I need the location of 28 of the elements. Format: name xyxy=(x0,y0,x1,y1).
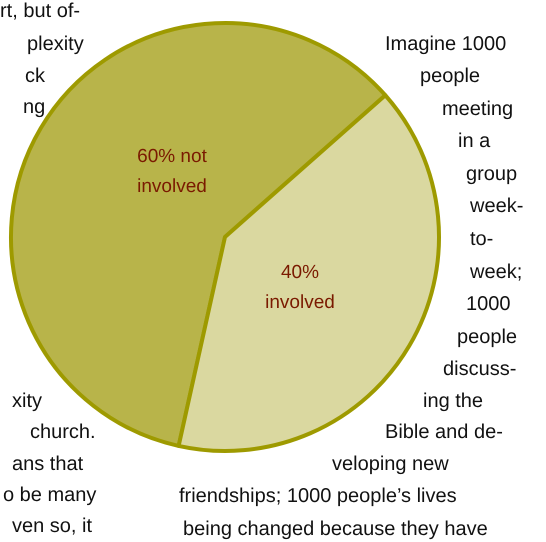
text: to- xyxy=(470,228,494,250)
text: plexity xyxy=(27,33,84,55)
text: o be many xyxy=(3,484,96,506)
text: being changed because they have xyxy=(183,518,488,540)
slice-label: involved xyxy=(265,292,335,313)
text: veloping new xyxy=(332,453,450,475)
text: in a xyxy=(458,130,492,152)
text: ng xyxy=(23,96,46,118)
text: church. xyxy=(30,421,96,443)
text: discuss- xyxy=(443,358,516,380)
text: week; xyxy=(469,261,522,283)
text: people xyxy=(420,65,480,87)
text: ans that xyxy=(12,453,84,475)
text: people xyxy=(457,326,518,348)
slice-label: 60% not involved xyxy=(137,146,208,197)
text: group xyxy=(466,163,518,185)
text: Imagine 1000 xyxy=(385,33,506,55)
text: rt, but of- xyxy=(0,0,80,22)
text: 1000 xyxy=(466,293,510,315)
text: week- xyxy=(469,195,524,217)
data-label: 40% xyxy=(280,262,320,283)
text: ck xyxy=(25,65,46,87)
text: xity xyxy=(12,390,42,412)
text: ing the xyxy=(423,390,484,412)
text: friendships; 1000 people’s lives xyxy=(179,485,457,507)
text: ven so, it xyxy=(12,515,92,537)
text: meeting xyxy=(442,98,514,120)
text: Bible and de- xyxy=(385,421,503,443)
